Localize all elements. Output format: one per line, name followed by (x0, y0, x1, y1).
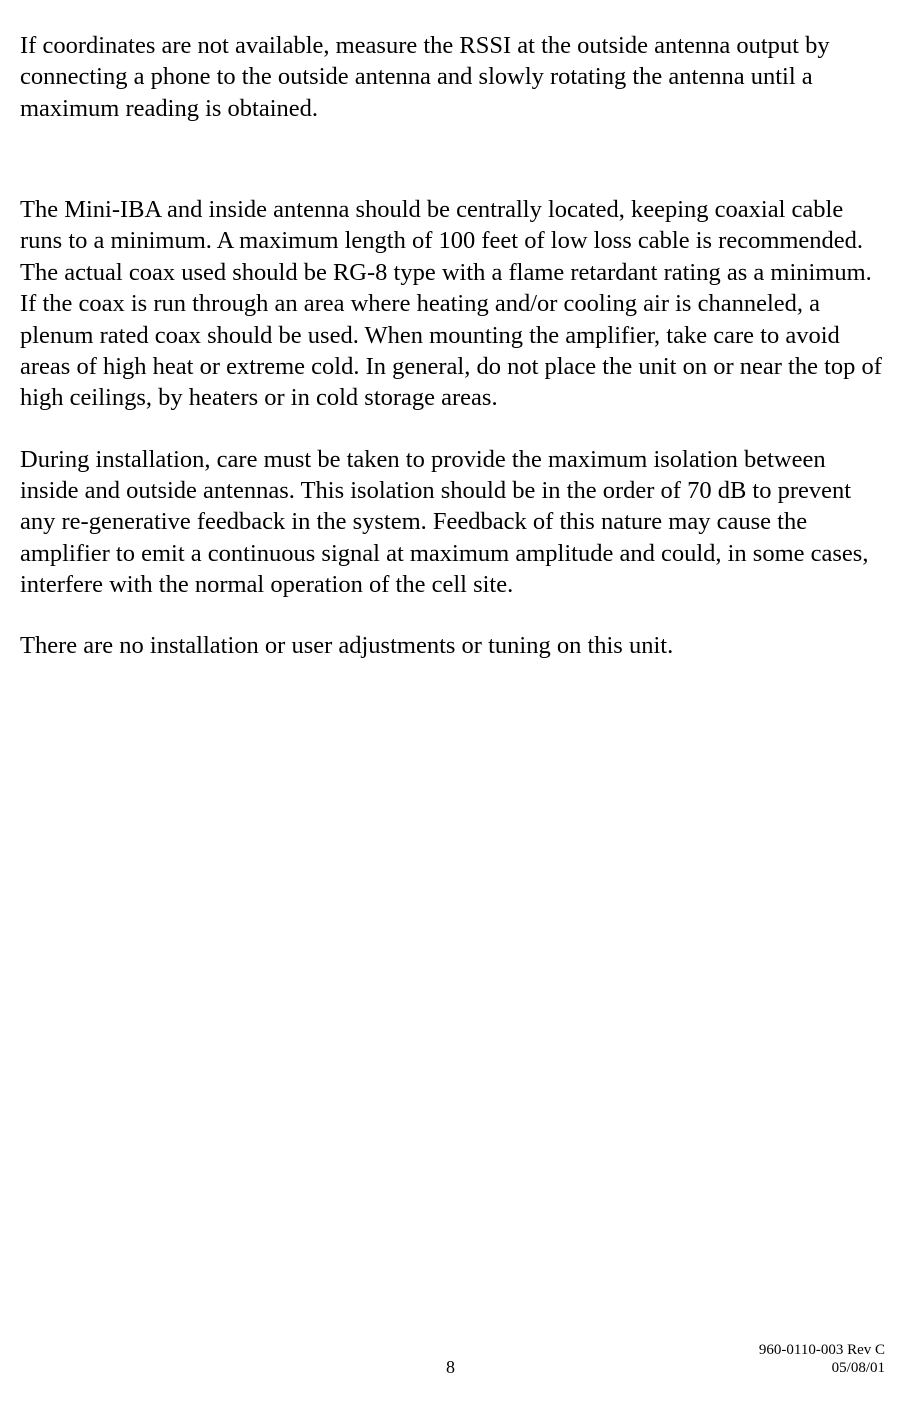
doc-date: 05/08/01 (759, 1359, 885, 1378)
paragraph-rssi: If coordinates are not available, measur… (20, 30, 883, 124)
paragraph-isolation: During installation, care must be taken … (20, 444, 883, 601)
page-number: 8 (446, 1357, 455, 1378)
paragraph-no-adjustments: There are no installation or user adjust… (20, 630, 883, 661)
paragraph-location: The Mini-IBA and inside antenna should b… (20, 194, 883, 414)
doc-id: 960-0110-003 Rev C (759, 1341, 885, 1360)
doc-revision-block: 960-0110-003 Rev C 05/08/01 (759, 1341, 885, 1379)
